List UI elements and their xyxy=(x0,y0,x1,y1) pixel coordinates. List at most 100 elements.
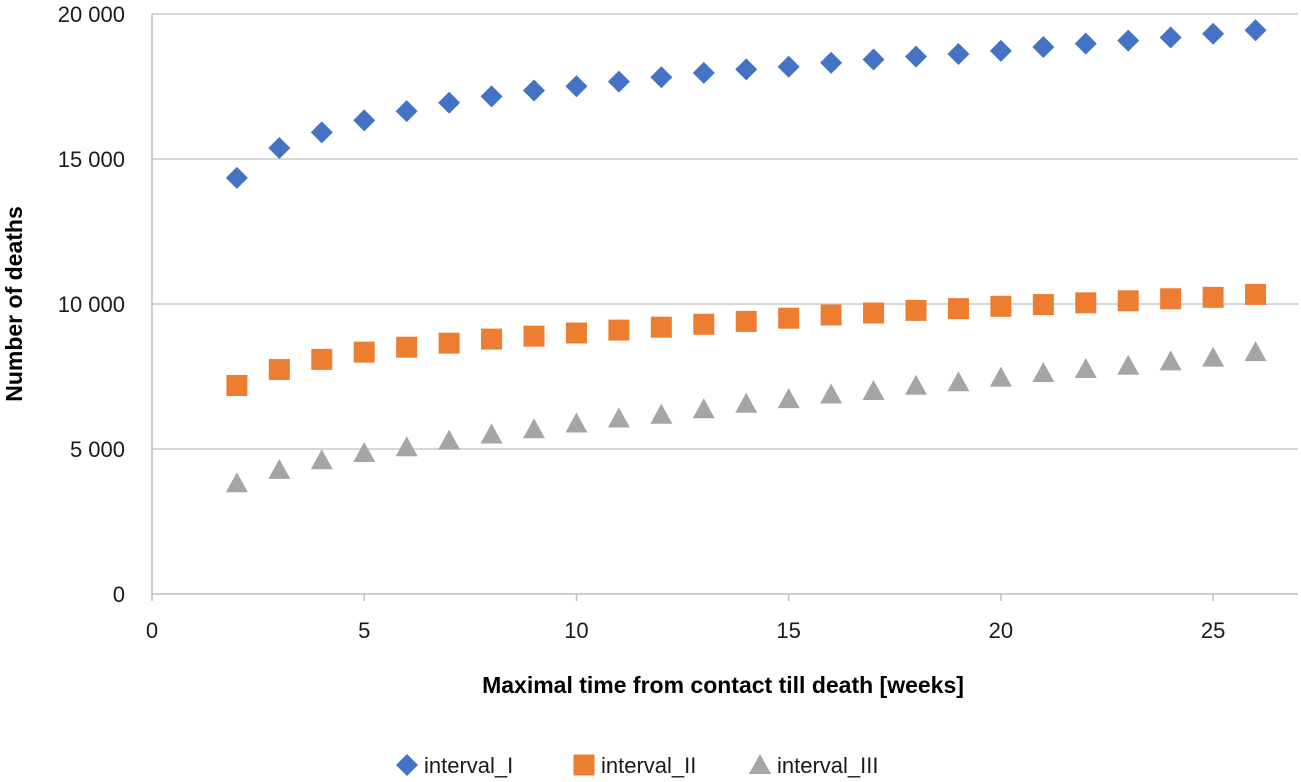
interval_II-point-9 xyxy=(523,325,545,347)
interval_III-point-24 xyxy=(1159,350,1182,371)
legend-marker-interval_III xyxy=(749,754,771,774)
interval_I-point-21 xyxy=(1032,36,1055,59)
interval_III-point-25 xyxy=(1202,346,1225,367)
interval_I-point-15 xyxy=(777,55,800,78)
interval_III-point-3 xyxy=(268,458,291,479)
interval_III-point-11 xyxy=(607,407,630,428)
series-interval_III xyxy=(225,341,1267,493)
interval_III-point-15 xyxy=(777,388,800,409)
interval_I-point-16 xyxy=(820,51,843,74)
interval_II-point-12 xyxy=(650,316,672,338)
interval_I-point-2 xyxy=(225,166,248,189)
interval_I-point-25 xyxy=(1202,22,1225,45)
series-interval_I xyxy=(225,19,1267,189)
legend-marker-interval_I xyxy=(396,754,418,776)
interval_I-point-26 xyxy=(1244,19,1267,42)
interval_II-point-18 xyxy=(905,299,927,321)
interval_III-point-12 xyxy=(650,403,673,424)
y-tick-label-0: 0 xyxy=(113,582,125,607)
interval_I-point-19 xyxy=(947,43,970,66)
interval_II-point-24 xyxy=(1160,288,1182,310)
interval_II-point-14 xyxy=(735,310,757,332)
x-tick-label-4: 20 xyxy=(989,618,1013,643)
interval_II-point-6 xyxy=(396,336,418,358)
interval_I-point-3 xyxy=(268,136,291,159)
interval_II-point-11 xyxy=(608,319,630,341)
interval_I-point-23 xyxy=(1117,29,1140,52)
interval_III-point-4 xyxy=(310,449,333,470)
y-tick-label-3: 15 000 xyxy=(58,147,125,172)
interval_III-point-19 xyxy=(947,371,970,392)
interval_II-point-23 xyxy=(1117,290,1139,312)
interval_III-point-8 xyxy=(480,423,503,444)
y-tick-label-2: 10 000 xyxy=(58,292,125,317)
interval_I-point-5 xyxy=(353,109,376,132)
interval_II-point-17 xyxy=(863,302,885,324)
interval_I-point-20 xyxy=(989,39,1012,62)
interval_I-point-4 xyxy=(310,121,333,144)
interval_I-point-8 xyxy=(480,85,503,108)
interval_II-point-19 xyxy=(947,298,969,320)
interval_I-point-12 xyxy=(650,66,673,89)
interval_I-point-17 xyxy=(862,48,885,71)
interval_II-point-21 xyxy=(1032,294,1054,316)
interval_I-point-10 xyxy=(565,75,588,98)
legend-label-interval_II: interval_II xyxy=(601,753,696,778)
interval_III-point-16 xyxy=(820,383,843,404)
interval_III-point-9 xyxy=(523,418,545,439)
x-axis-title: Maximal time from contact till death [we… xyxy=(482,672,964,698)
interval_II-point-8 xyxy=(481,328,503,350)
legend-marker-interval_II xyxy=(573,754,595,776)
gridlines xyxy=(152,13,1298,450)
interval_II-point-3 xyxy=(268,359,290,381)
y-axis-title: Number of deaths xyxy=(1,206,27,402)
interval_II-point-5 xyxy=(353,341,375,363)
interval_I-point-6 xyxy=(395,100,418,123)
interval_III-point-2 xyxy=(225,472,248,493)
interval_II-point-20 xyxy=(990,295,1012,317)
interval_III-point-21 xyxy=(1032,362,1055,383)
x-tick-label-0: 0 xyxy=(146,618,158,643)
interval_II-point-26 xyxy=(1245,283,1267,305)
interval_III-point-17 xyxy=(862,380,885,400)
interval_I-point-18 xyxy=(905,45,927,68)
series-interval_II xyxy=(226,283,1267,396)
tick-labels: 0 5 10 15 20 25 0 5 000 10 000 15 000 20 000 xyxy=(58,2,1226,643)
data-points xyxy=(225,19,1267,493)
y-tick-label-4: 20 000 xyxy=(58,2,125,27)
interval_III-point-5 xyxy=(353,442,376,463)
x-tick-label-2: 10 xyxy=(564,618,588,643)
interval_III-point-18 xyxy=(905,374,927,395)
interval_III-point-23 xyxy=(1117,354,1140,375)
legend-label-interval_I: interval_I xyxy=(424,753,513,778)
axes xyxy=(151,14,1298,601)
interval_I-point-11 xyxy=(607,70,630,93)
interval_III-point-14 xyxy=(735,392,758,413)
interval_II-point-7 xyxy=(438,332,460,354)
interval_III-point-13 xyxy=(692,398,715,419)
legend-item-interval_III: interval_III xyxy=(749,753,879,778)
interval_III-point-10 xyxy=(565,412,588,433)
interval_II-point-15 xyxy=(778,307,800,329)
interval_II-point-22 xyxy=(1075,292,1097,314)
interval_II-point-16 xyxy=(820,304,842,326)
interval_II-point-10 xyxy=(565,322,587,344)
interval_III-point-20 xyxy=(989,366,1012,387)
interval_III-point-22 xyxy=(1074,357,1097,378)
interval_I-point-9 xyxy=(523,79,545,102)
x-tick-label-3: 15 xyxy=(776,618,800,643)
interval_I-point-24 xyxy=(1159,26,1182,49)
legend-label-interval_III: interval_III xyxy=(777,753,879,778)
interval_II-point-2 xyxy=(226,374,248,396)
x-tick-label-1: 5 xyxy=(358,618,370,643)
interval_III-point-7 xyxy=(438,429,461,450)
interval_II-point-25 xyxy=(1202,286,1224,308)
legend-item-interval_II: interval_II xyxy=(573,753,696,778)
interval_II-point-13 xyxy=(693,313,715,335)
legend: interval_I interval_II interval_III xyxy=(396,753,879,778)
interval_I-point-14 xyxy=(735,58,758,81)
interval_I-point-22 xyxy=(1074,32,1097,55)
y-tick-label-1: 5 000 xyxy=(70,437,125,462)
interval_II-point-4 xyxy=(311,348,333,370)
